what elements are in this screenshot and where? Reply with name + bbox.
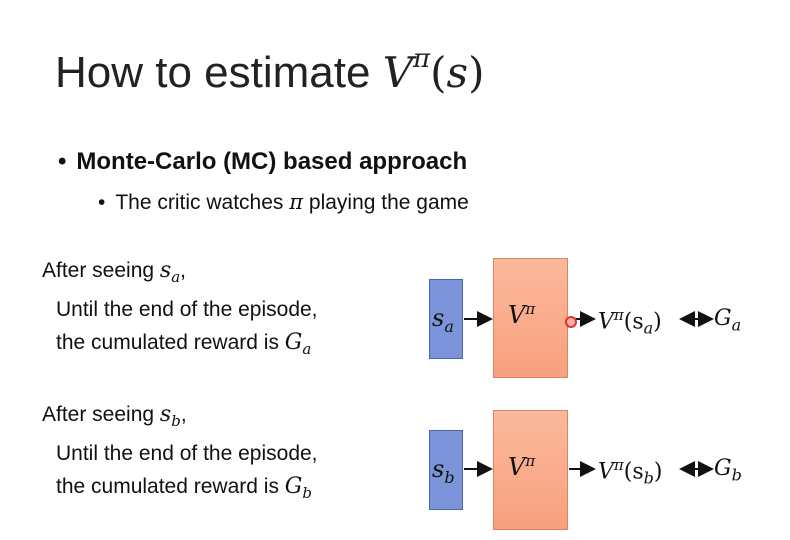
v-symbol: V <box>598 309 614 335</box>
bullet-dot: • <box>98 191 106 214</box>
g-sub: b <box>731 465 742 485</box>
title-text: How to estimate <box>55 48 383 97</box>
return-label-a: Ga <box>714 306 741 334</box>
comma: , <box>180 259 186 282</box>
state-symbol: s <box>432 455 445 483</box>
arg-open: (s <box>623 309 644 335</box>
state-symbol: s <box>159 258 172 283</box>
pi-symbol: π <box>613 306 624 324</box>
reward-sub: b <box>302 484 312 503</box>
arg-sub: a <box>643 318 654 338</box>
value-network-box-b <box>493 410 568 530</box>
example-b-seeing: After seeing sb, <box>42 402 187 430</box>
arg-sub: b <box>643 468 654 488</box>
state-box-a <box>429 279 463 359</box>
v-symbol: V <box>508 453 526 481</box>
slide-title: How to estimate Vπ(s) <box>55 44 485 98</box>
bullet-critic-pre: The critic watches <box>115 191 290 214</box>
reward-label: the cumulated reward is <box>56 475 285 498</box>
reward-sub: a <box>302 340 312 359</box>
pi-symbol: π <box>525 452 536 470</box>
arg-close: ) <box>653 309 662 335</box>
title-pi: π <box>413 44 431 75</box>
reward-symbol: G <box>284 330 303 355</box>
pi-symbol: π <box>525 300 536 318</box>
arg-close: ) <box>653 459 663 485</box>
value-network-label-b: Vπ <box>508 452 535 481</box>
example-b-line1: Until the end of the episode, <box>56 442 318 465</box>
reward-label: the cumulated reward is <box>56 331 285 354</box>
state-symbol: s <box>159 402 172 427</box>
seeing-label: After seeing <box>42 403 160 426</box>
pi-symbol: π <box>613 456 624 474</box>
state-box-b-label: sb <box>432 455 455 487</box>
example-b-line2: the cumulated reward is Gb <box>56 474 312 502</box>
state-sub: a <box>444 316 454 336</box>
value-network-box-a <box>493 258 568 378</box>
v-symbol: V <box>598 459 614 485</box>
seeing-label: After seeing <box>42 259 160 282</box>
return-label-b: Gb <box>714 456 742 484</box>
value-network-label-a: Vπ <box>508 300 535 329</box>
bullet-mc-approach: • Monte-Carlo (MC) based approach <box>58 148 467 176</box>
cursor-indicator <box>565 316 577 328</box>
example-a-line2: the cumulated reward is Ga <box>56 330 311 358</box>
state-sub: b <box>171 412 181 431</box>
value-output-b: Vπ(sb) <box>598 456 662 488</box>
g-symbol: G <box>714 456 732 481</box>
reward-symbol: G <box>284 474 303 499</box>
value-output-a: Vπ(sa) <box>598 306 662 338</box>
state-sub: b <box>444 467 455 487</box>
state-sub: a <box>171 268 181 287</box>
example-a-line1: Until the end of the episode, <box>56 298 318 321</box>
comma: , <box>180 403 187 426</box>
bullet-mc-text: Monte-Carlo (MC) based approach <box>76 148 468 175</box>
bullet-dot: • <box>58 148 67 175</box>
bullet-critic: • The critic watches π playing the game <box>98 190 469 215</box>
example-a-seeing: After seeing sa, <box>42 258 186 286</box>
bullet-critic-pi: π <box>289 190 304 214</box>
arg-open: (s <box>623 459 644 485</box>
v-symbol: V <box>508 301 526 329</box>
state-box-a-label: sa <box>432 304 454 336</box>
g-symbol: G <box>714 306 732 331</box>
state-box-b <box>429 430 463 510</box>
g-sub: a <box>731 315 742 335</box>
title-v: V <box>382 48 414 97</box>
title-arg: (s) <box>430 48 485 97</box>
state-symbol: s <box>432 304 445 332</box>
bullet-critic-post: playing the game <box>303 191 469 214</box>
